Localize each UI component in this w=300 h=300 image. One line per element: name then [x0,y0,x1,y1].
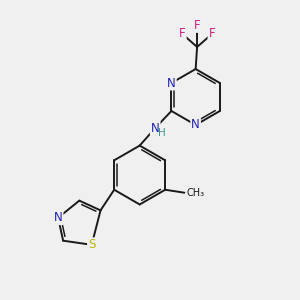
Text: H: H [158,128,166,138]
Text: F: F [194,19,200,32]
Text: CH₃: CH₃ [187,188,205,198]
Text: F: F [208,27,215,40]
Text: N: N [151,122,160,135]
Text: N: N [167,76,176,89]
Text: S: S [88,238,95,251]
Text: N: N [191,118,200,131]
Text: F: F [179,27,186,40]
Text: N: N [54,211,62,224]
